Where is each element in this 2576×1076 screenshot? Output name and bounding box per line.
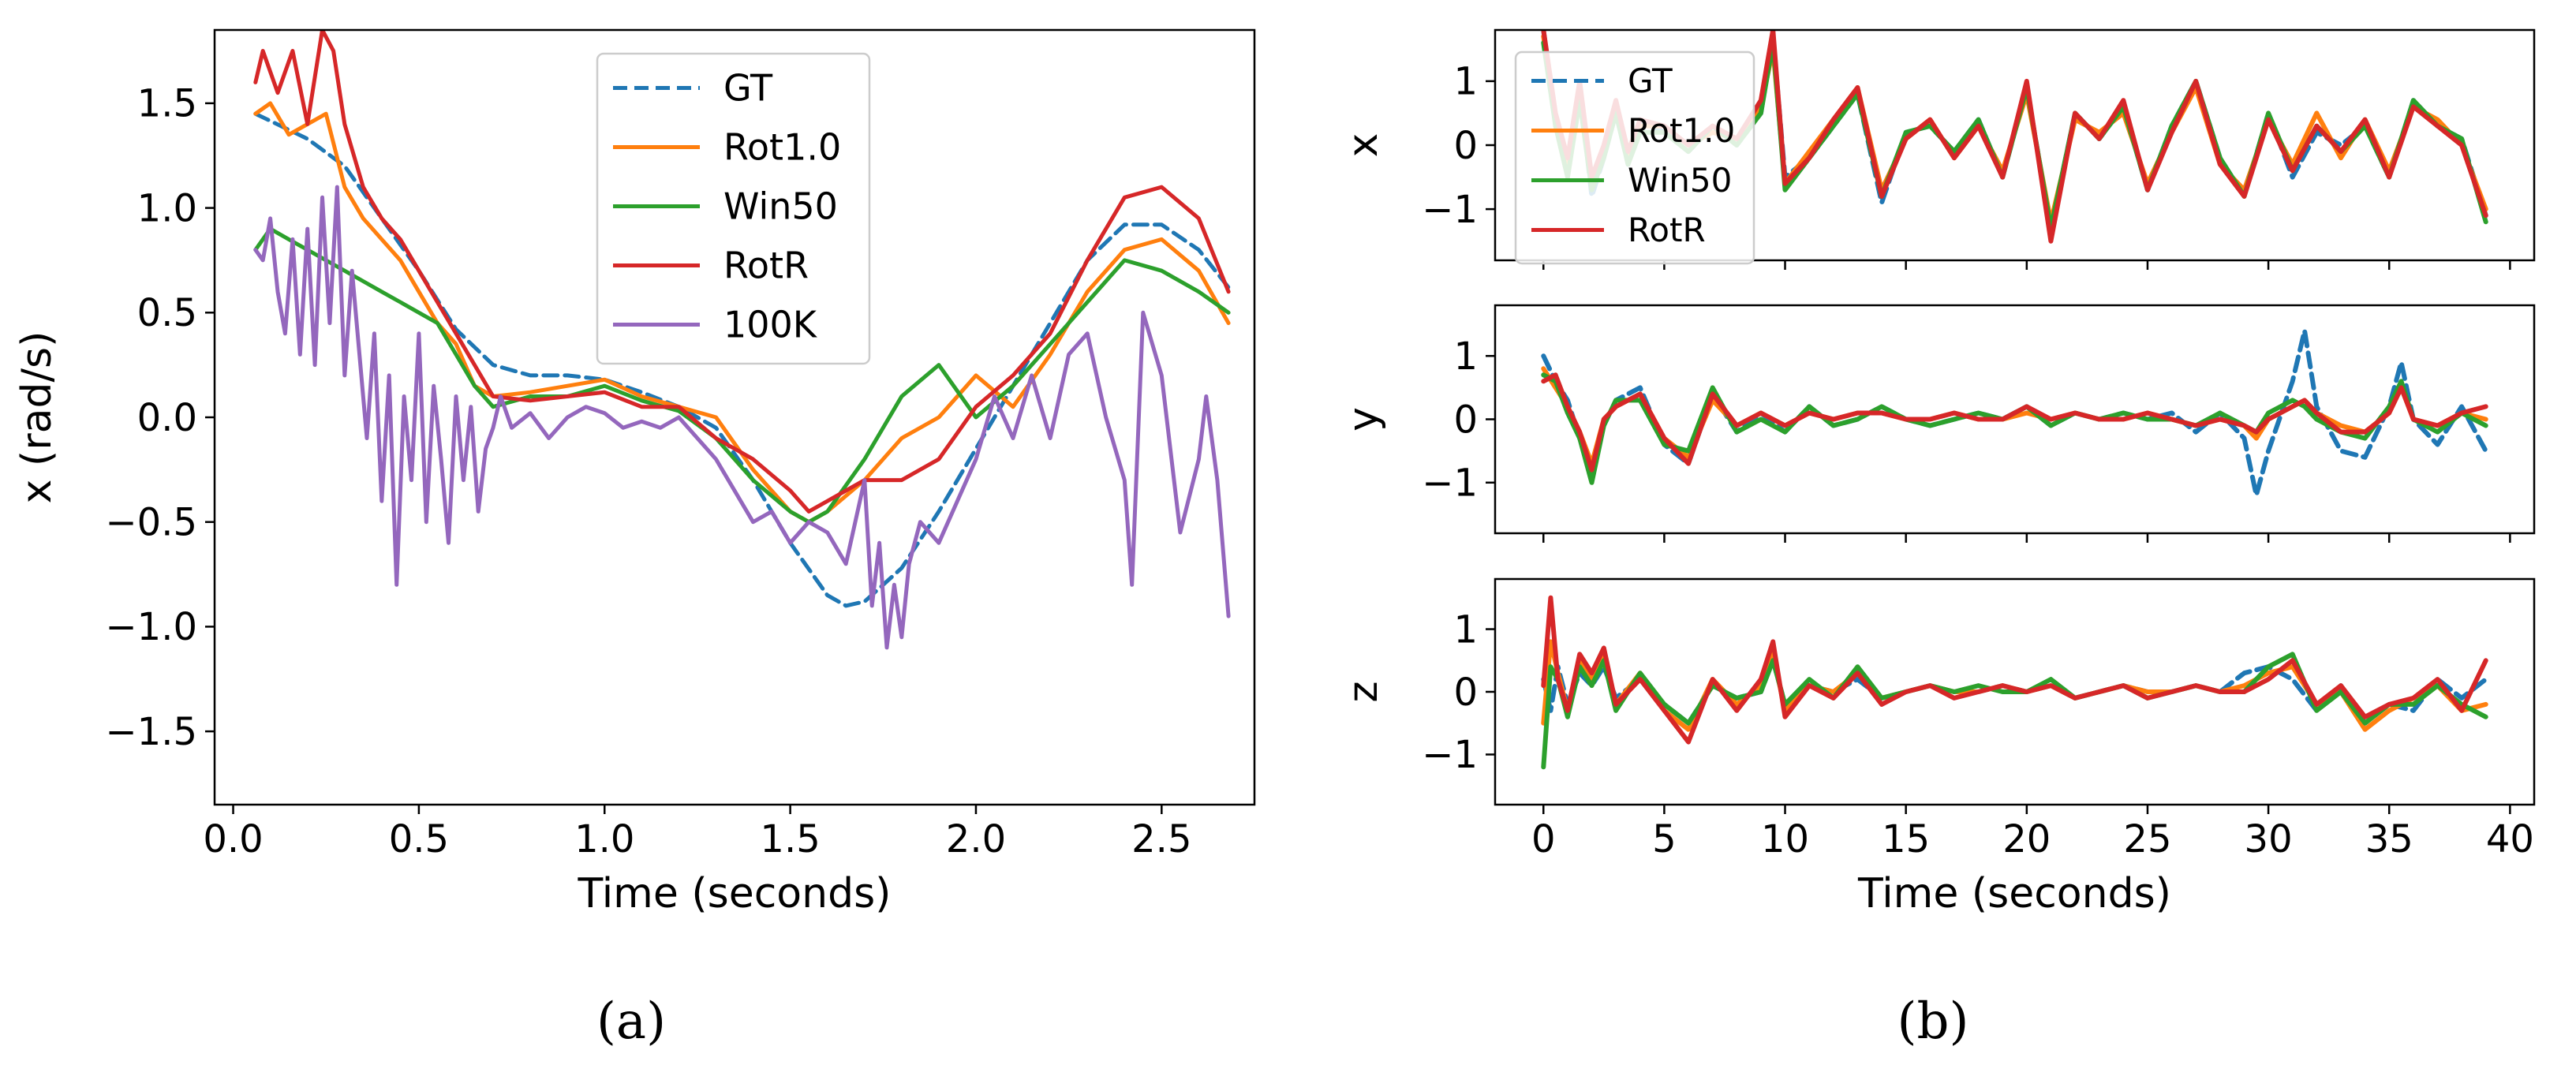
y-tick-label: 0.0: [137, 396, 197, 440]
x-tick-label: 0.0: [203, 817, 263, 861]
x-tick-label: 2.0: [946, 817, 1006, 861]
series-line-rotr: [253, 30, 1231, 514]
y-tick-label: 0.5: [137, 291, 197, 335]
y-axis-label: z: [1340, 681, 1387, 702]
x-tick-label: 2.5: [1131, 817, 1191, 861]
x-tick-label: 30: [2245, 817, 2293, 861]
legend-label: RotR: [723, 245, 809, 287]
series-group: [1541, 595, 2488, 770]
x-tick-label: 25: [2123, 817, 2171, 861]
series-group: [1541, 328, 2488, 498]
y-axis-label: y: [1340, 407, 1387, 432]
x-tick-label: 5: [1652, 817, 1677, 861]
series-line-rot10: [1541, 639, 2488, 732]
y-tick-label: 0: [1453, 671, 1478, 715]
panel-a-chart: −1.5 −1.0 −0.5 0.0 0.5 1.0 1.5 0.0 0.5 1.0 1.5 2.0 2…: [13, 28, 1256, 917]
y-tick-label: −1: [1422, 733, 1478, 777]
y-tick-label: −0.5: [105, 501, 197, 545]
y-tick-label: 1: [1453, 60, 1478, 104]
x-axis-label: Time (seconds): [1857, 870, 2171, 917]
x-tick-label: 35: [2365, 817, 2413, 861]
x-tick-label: 10: [1761, 817, 1809, 861]
y-axis-label: x (rad/s): [13, 331, 61, 504]
y-tick-label: 1: [1453, 334, 1478, 379]
series-line-win50: [253, 226, 1231, 525]
legend-box: [596, 52, 871, 365]
x-tick-label: 20: [2002, 817, 2051, 861]
panel-b-x-chart: −1 0 1 x GT Rot1.0 Win50 RotR: [1340, 28, 2536, 270]
legend-label: GT: [1628, 62, 1673, 100]
y-tick-label: 1.5: [137, 82, 197, 126]
y-tick-label: 1.0: [137, 186, 197, 230]
y-tick-label: −1: [1422, 188, 1478, 232]
x-tick-label: 1.0: [574, 817, 634, 861]
legend-label: RotR: [1628, 211, 1706, 249]
y-tick-label: 0: [1453, 398, 1478, 442]
legend: GT Rot1.0 Win50 RotR 100K: [596, 52, 871, 365]
legend: GT Rot1.0 Win50 RotR: [1514, 50, 1755, 265]
panel-b-y-chart: −1 0 1 y: [1340, 304, 2536, 543]
legend-box: [1514, 50, 1755, 265]
series-group: [253, 30, 1231, 650]
y-tick-label: 0: [1453, 124, 1478, 168]
series-line-rotr: [1541, 595, 2488, 745]
legend-label: Rot1.0: [1628, 111, 1735, 150]
series-line-rotr: [1541, 372, 2488, 473]
y-tick-label: −1: [1422, 461, 1478, 506]
legend-label: Rot1.0: [723, 126, 841, 169]
series-line-rot10: [253, 101, 1231, 525]
x-tick-label: 1.5: [760, 817, 820, 861]
x-tick-label: 0: [1531, 817, 1556, 861]
x-axis-label: Time (seconds): [578, 870, 892, 917]
legend-label: Win50: [723, 185, 838, 228]
series-line-win50: [1541, 652, 2488, 770]
legend-label: 100K: [723, 304, 818, 346]
legend-label: GT: [723, 67, 773, 110]
x-tick-label: 40: [2486, 817, 2534, 861]
caption-b: (b): [1897, 992, 1969, 1051]
x-tick-label: 0.5: [389, 817, 449, 861]
caption-a: (a): [596, 992, 667, 1051]
series-line-100k: [253, 185, 1231, 650]
y-tick-label: −1.5: [105, 710, 197, 754]
y-tick-label: −1.0: [105, 605, 197, 649]
y-axis-label: x: [1340, 133, 1387, 158]
y-tick-label: 1: [1453, 607, 1478, 652]
legend-label: Win50: [1628, 161, 1732, 200]
x-tick-label: 15: [1882, 817, 1930, 861]
